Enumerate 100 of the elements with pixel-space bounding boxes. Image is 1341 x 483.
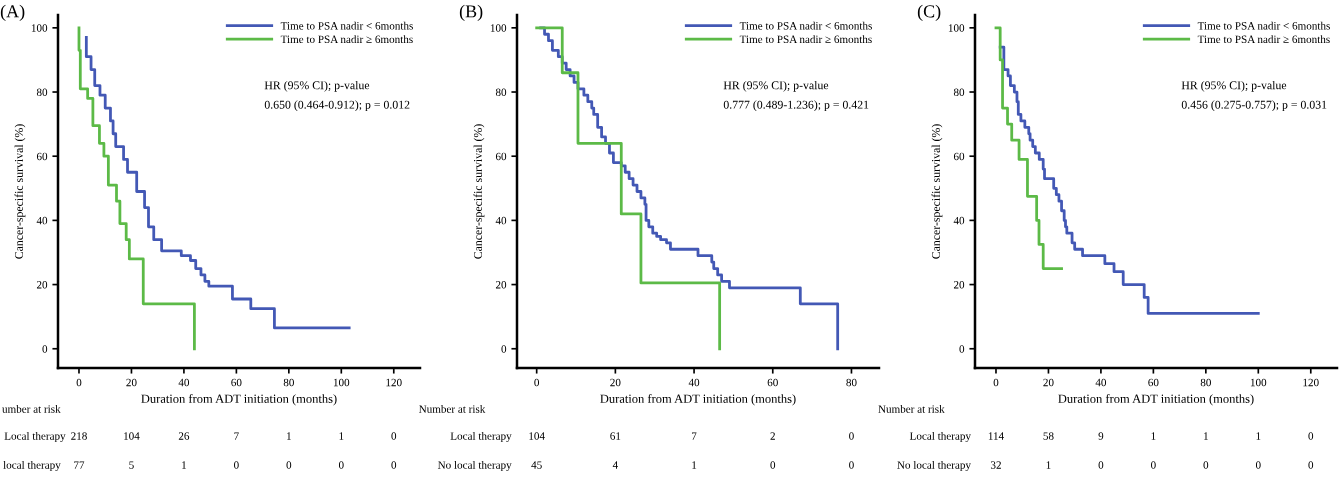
chart-title: (C): [917, 4, 941, 22]
x-tick-label: 80: [1200, 378, 1211, 387]
text: 45: [531, 461, 542, 469]
x-axis-title: Duration from ADT initiation (months): [600, 394, 796, 406]
y-tick-label: 20: [36, 281, 48, 289]
text: 1: [1204, 432, 1208, 440]
text: Number at risk: [878, 404, 945, 413]
text: 1: [1256, 432, 1261, 440]
annotation: 0.777 (0.489-1.236); p = 0.421: [723, 100, 869, 112]
y-tick-label: 40: [495, 216, 507, 225]
text: 0: [338, 461, 344, 469]
text: 1: [1046, 461, 1051, 469]
text: 0: [1255, 461, 1261, 469]
legend-label: Time to PSA nadir < 6months: [1197, 21, 1330, 30]
x-axis-title: Duration from ADT initiation (months): [141, 394, 337, 406]
x-tick-label: 20: [1043, 378, 1054, 387]
text: 5: [129, 461, 134, 469]
text: 0: [1098, 461, 1104, 469]
text: 104: [529, 432, 545, 440]
y-tick-label: 0: [501, 345, 507, 353]
legend-label: Time to PSA nadir ≥ 6months: [739, 35, 872, 44]
text: 77: [74, 461, 85, 469]
text: 2: [770, 432, 775, 440]
y-tick-label: 60: [495, 152, 507, 161]
text: 7: [234, 432, 239, 440]
x-tick-label: 0: [76, 378, 82, 387]
legend-label: Time to PSA nadir < 6months: [280, 21, 413, 30]
chart-title: (B): [459, 4, 483, 22]
y-tick-label: 100: [490, 24, 507, 32]
y-tick-label: 80: [953, 88, 965, 96]
y-tick-label: 80: [495, 88, 507, 96]
text: 9: [1098, 432, 1104, 440]
x-tick-label: 100: [1250, 378, 1267, 387]
x-tick-label: 100: [333, 378, 350, 387]
text: 0: [770, 461, 776, 469]
x-tick-label: 80: [846, 378, 857, 387]
x-tick-label: 20: [126, 378, 137, 387]
text: 114: [988, 432, 1004, 440]
text: 58: [1043, 432, 1054, 440]
x-tick-label: 0: [534, 378, 540, 387]
x-tick-label: 0: [993, 378, 999, 387]
x-tick-label: 20: [610, 378, 621, 387]
y-tick-label: 60: [36, 152, 48, 161]
y-tick-label: 0: [42, 345, 48, 353]
text: 0: [849, 432, 854, 440]
text: 0: [849, 461, 854, 469]
text: 7: [692, 432, 697, 440]
x-tick-label: 40: [688, 378, 700, 387]
x-tick-label: 40: [178, 378, 190, 387]
text: 0: [1308, 432, 1314, 440]
y-axis-title: Cancer-specific survival (%): [931, 124, 943, 259]
annotation: HR (95% CI); p-value: [723, 80, 829, 92]
x-tick-label: 40: [1095, 378, 1107, 387]
y-tick-label: 40: [36, 216, 48, 225]
text: 0: [391, 432, 397, 440]
annotation: 0.456 (0.275-0.757); p = 0.031: [1181, 100, 1327, 112]
legend-label: Time to PSA nadir ≥ 6months: [280, 35, 413, 44]
text: 0: [1308, 461, 1314, 469]
text: 0: [286, 461, 292, 469]
text: 1: [182, 461, 187, 469]
text: 26: [178, 432, 190, 440]
text: 104: [124, 432, 140, 440]
legend-label: Time to PSA nadir < 6months: [739, 21, 872, 30]
y-axis-title: Cancer-specific survival (%): [473, 124, 485, 259]
y-tick-label: 60: [953, 152, 965, 161]
annotation: HR (95% CI); p-value: [264, 80, 370, 92]
text: Number at risk: [418, 404, 486, 413]
text: 1: [287, 432, 291, 440]
text: umber at risk: [2, 404, 61, 413]
text: 1: [1151, 432, 1156, 440]
text: Local therapy: [909, 431, 971, 443]
y-tick-label: 40: [953, 216, 965, 225]
y-tick-label: 100: [948, 24, 965, 32]
text: 0: [391, 461, 397, 469]
text: 0: [1203, 461, 1209, 469]
text: Local therapy: [4, 431, 66, 443]
text: 61: [610, 432, 621, 440]
text: 0: [234, 461, 239, 469]
text: No local therapy: [437, 460, 512, 472]
text: local therapy: [3, 460, 61, 472]
chart-title: (A): [0, 4, 25, 22]
legend-label: Time to PSA nadir ≥ 6months: [1197, 35, 1330, 44]
text: 1: [692, 461, 697, 469]
x-tick-label: 120: [386, 378, 402, 387]
y-tick-label: 20: [495, 281, 507, 289]
text: 218: [71, 432, 87, 440]
text: 32: [990, 461, 1001, 469]
annotation: 0.650 (0.464-0.912); p = 0.012: [264, 100, 410, 112]
y-tick-label: 20: [953, 281, 965, 289]
text: 1: [339, 432, 344, 440]
y-tick-label: 0: [959, 345, 965, 353]
x-tick-label: 80: [283, 378, 294, 387]
y-axis-title: Cancer-specific survival (%): [14, 124, 26, 259]
y-tick-label: 80: [36, 88, 48, 96]
x-tick-label: 120: [1303, 378, 1319, 387]
text: No local therapy: [897, 460, 971, 472]
text: 4: [612, 461, 618, 469]
x-tick-label: 60: [231, 378, 242, 387]
text: Local therapy: [450, 431, 512, 443]
annotation: HR (95% CI); p-value: [1181, 80, 1287, 92]
